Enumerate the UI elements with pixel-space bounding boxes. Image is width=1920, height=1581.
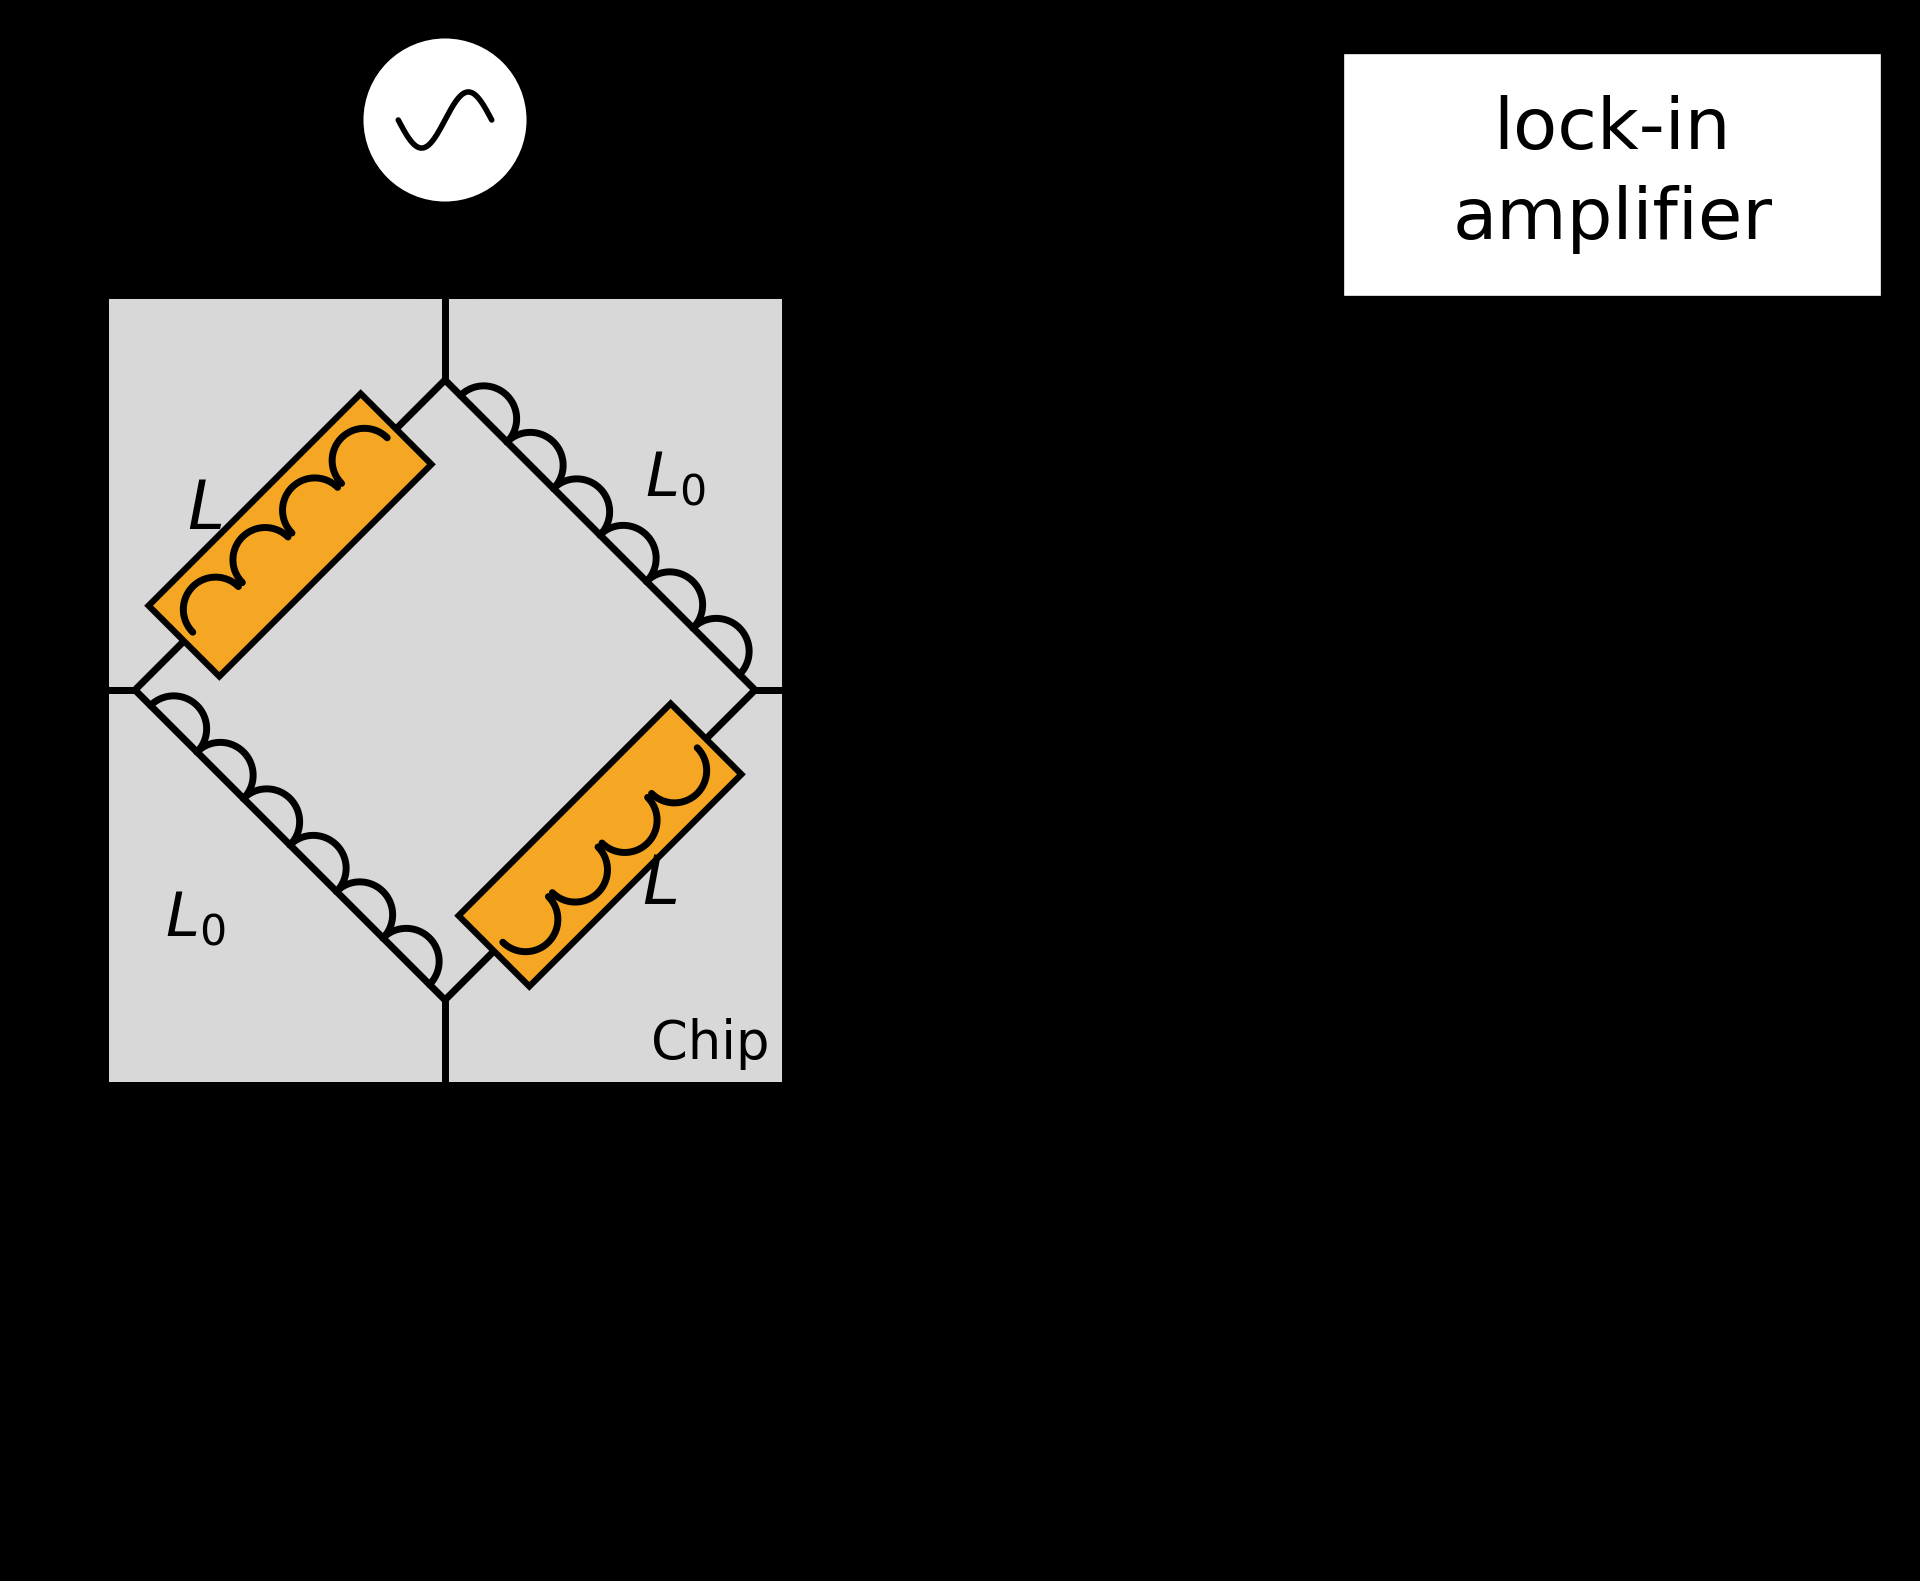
Text: Chip: Chip — [651, 1018, 770, 1070]
Text: $L$: $L$ — [188, 477, 223, 542]
Circle shape — [361, 35, 530, 206]
Text: $L_0$: $L_0$ — [645, 451, 705, 509]
Text: $L_0$: $L_0$ — [165, 890, 225, 950]
Polygon shape — [459, 704, 741, 987]
Text: lock-in: lock-in — [1494, 95, 1732, 164]
FancyBboxPatch shape — [1340, 51, 1885, 300]
Text: amplifier: amplifier — [1452, 185, 1772, 255]
Text: $L$: $L$ — [643, 852, 678, 919]
Polygon shape — [148, 394, 432, 677]
FancyBboxPatch shape — [106, 296, 785, 1085]
